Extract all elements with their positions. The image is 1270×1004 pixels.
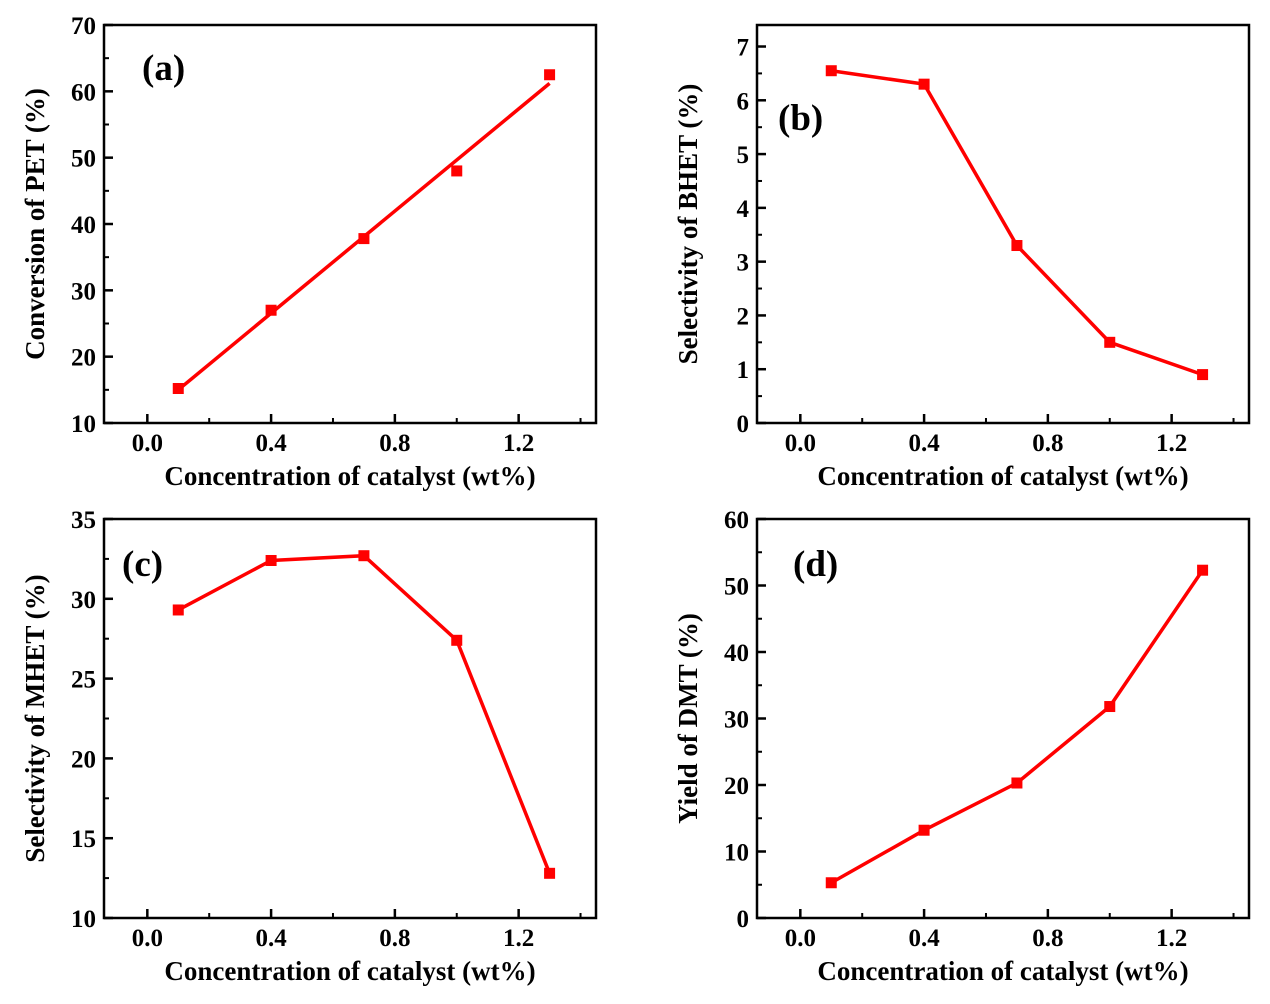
x-axis-label: Concentration of catalyst (wt%) [164,956,535,986]
data-point [1104,336,1116,348]
y-tick-label: 10 [71,906,96,933]
y-tick-label: 70 [71,13,96,40]
series-line [177,553,552,874]
series-line [831,68,1204,377]
y-axis-label: Yield of DMT (%) [673,613,703,824]
y-tick-label: 35 [71,507,96,534]
y-tick-label: 60 [724,507,749,534]
data-point [451,634,463,646]
data-point [172,383,184,395]
panel-label: (a) [142,48,185,89]
plot-frame [102,517,598,920]
x-tick-label: 0.8 [1032,430,1063,457]
y-tick-label: 4 [737,196,750,223]
panel-a: (a) Concentration of catalyst (wt%) Conv… [20,13,598,491]
x-tick-label: 0.4 [908,925,940,952]
y-axis-label: Selectivity of MHET (%) [20,574,50,862]
panel-c: (c) Concentration of catalyst (wt%) Sele… [20,507,598,986]
data-point [544,69,556,81]
x-tick-label: 1.2 [503,430,534,457]
y-tick-label: 25 [71,667,96,694]
y-tick-label: 15 [71,826,96,853]
x-tick-label: 0.0 [132,925,163,952]
x-tick-label: 1.2 [1156,925,1187,952]
data-point [918,824,930,836]
y-tick-label: 60 [71,79,96,106]
x-tick-label: 0.0 [785,925,816,952]
panel-b: (b) Concentration of catalyst (wt%) Sele… [673,23,1251,491]
panel-label: (d) [793,544,838,585]
data-point [451,165,463,177]
x-tick-label: 0.8 [379,925,410,952]
panel-label: (b) [778,98,823,139]
x-axis-label: Concentration of catalyst (wt%) [164,461,535,491]
x-tick-label: 0.4 [255,925,287,952]
y-tick-label: 20 [724,773,749,800]
data-point [172,604,184,616]
data-point [544,867,556,879]
x-tick-label: 1.2 [503,925,534,952]
y-tick-label: 30 [71,587,96,614]
y-tick-label: 10 [71,411,96,438]
y-tick-label: 0 [737,906,750,933]
data-point [918,78,930,90]
y-tick-label: 30 [724,707,749,734]
x-tick-label: 1.2 [1156,430,1187,457]
y-tick-label: 40 [71,212,96,239]
panel-d: (d) Concentration of catalyst (wt%) Yiel… [673,507,1251,986]
data-point [1104,701,1116,713]
data-point [358,233,370,245]
y-tick-label: 50 [724,574,749,601]
y-axis-label: Conversion of PET (%) [20,88,50,360]
y-tick-label: 5 [737,142,750,169]
series-line [830,569,1205,885]
y-tick-label: 20 [71,345,96,372]
y-tick-label: 20 [71,746,96,773]
y-tick-label: 50 [71,146,96,173]
data-point [265,554,277,566]
x-tick-label: 0.4 [908,430,940,457]
data-point [358,550,370,562]
x-axis-label: Concentration of catalyst (wt%) [817,956,1188,986]
y-tick-label: 1 [737,357,750,384]
y-tick-label: 2 [737,303,750,330]
data-point [1011,240,1023,252]
y-tick-label: 7 [737,35,750,62]
y-tick-label: 6 [737,88,750,115]
x-tick-label: 0.8 [1032,925,1063,952]
data-point [825,877,837,889]
y-axis-label: Selectivity of BHET (%) [673,84,703,365]
data-point [1011,777,1023,789]
data-point [825,65,837,77]
x-tick-label: 0.8 [379,430,410,457]
y-tick-label: 0 [737,411,750,438]
y-tick-label: 30 [71,278,96,305]
plot-frame [755,23,1251,425]
x-tick-label: 0.4 [255,430,287,457]
panel-label: (c) [122,544,163,585]
y-tick-label: 10 [724,840,749,867]
x-axis-label: Concentration of catalyst (wt%) [817,461,1188,491]
data-point [1197,564,1209,576]
y-tick-label: 3 [737,250,750,277]
data-point [265,304,277,316]
y-tick-label: 40 [724,640,749,667]
x-tick-label: 0.0 [785,430,816,457]
data-point [1197,369,1209,381]
x-tick-label: 0.0 [132,430,163,457]
